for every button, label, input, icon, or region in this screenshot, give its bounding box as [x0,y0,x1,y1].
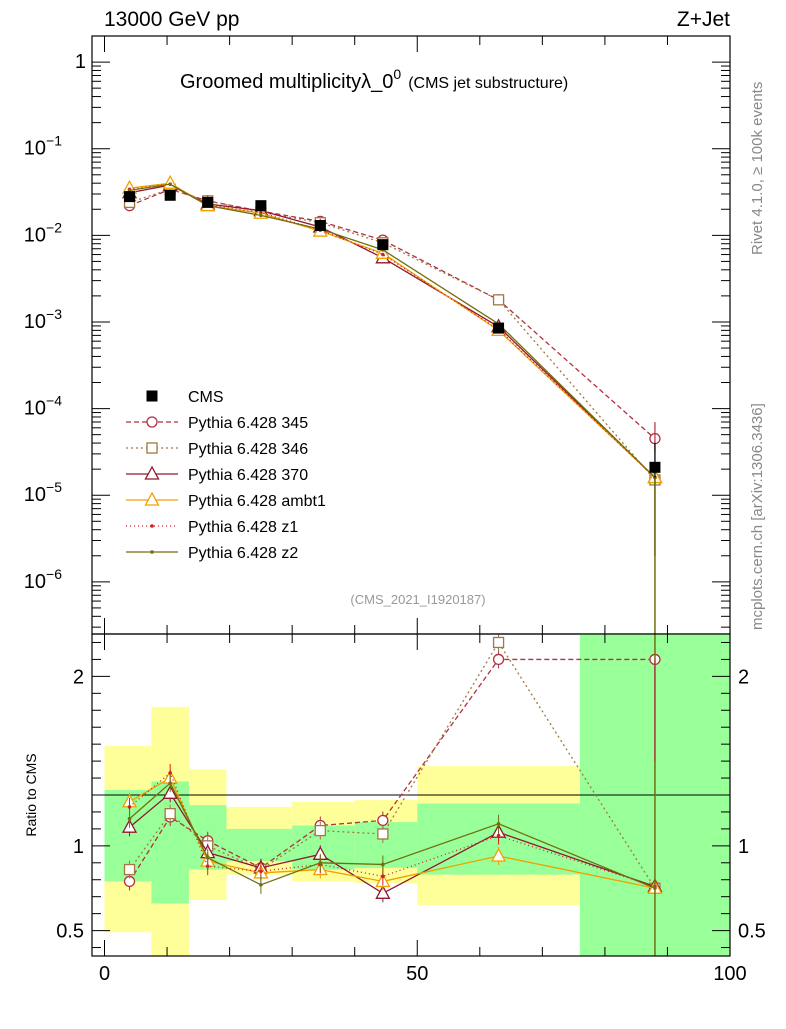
main-series-line [129,188,656,481]
chart-title-superscript: 0 [393,66,401,82]
ratio-y-tick-label-right: 1 [738,836,749,858]
legend-marker-5 [150,550,154,554]
main-y-tick-label: 10−1 [24,133,62,160]
chart-title-suffix: (CMS jet substructure) [408,75,568,92]
main-y-tick-label: 10−3 [24,306,62,333]
chart-title: Groomed multiplicityλ_00(CMS jet substru… [180,66,568,93]
data-point [255,200,267,212]
ratio-series-point [375,884,391,899]
legend-label-4: Pythia 6.428 z1 [188,519,298,536]
ratio-series-line [129,771,656,888]
ratio-panel: 0.5 0.5 1 1 2 2 0 50 100 Ratio to CMS [23,633,766,985]
legend-label-0: Pythia 6.428 345 [188,415,308,432]
main-panel: 1 10−1 10−2 10−3 10−4 10−5 10−6 Groomed multip… [24,35,731,635]
ratio-y-tick-label: 0.5 [56,921,84,943]
main-y-tick-label: 10−4 [24,393,62,420]
ratio-y-axis-label: Ratio to CMS [23,753,39,836]
legend-label-2: Pythia 6.428 370 [188,467,308,484]
ratio-series-point [205,855,210,860]
legend-label-1: Pythia 6.428 346 [188,441,308,458]
ratio-series-point [259,883,263,887]
x-tick-label: 50 [406,963,428,985]
main-series-point [492,294,505,306]
main-y-tick-label: 10−6 [24,566,62,593]
ratio-series-point [123,863,136,876]
main-series-line [129,183,656,478]
ratio-series-point [168,771,172,775]
x-tick-label: 100 [713,963,746,985]
ratio-series-point [492,636,505,649]
main-series-point [259,210,263,215]
legend-marker-cms [146,390,158,402]
ratio-series-point [496,833,501,838]
process-label: Z+Jet [677,8,730,31]
legend-label-3: Pythia 6.428 ambt1 [188,493,326,510]
ratio-y-tick-label-right: 0.5 [738,921,766,943]
ratio-series-point [496,822,501,826]
data-point [314,219,326,231]
main-series-point [259,213,263,218]
ratio-series-line [128,658,655,882]
ratio-y-tick-label: 2 [73,666,84,688]
ratio-series-line [129,777,656,889]
ratio-series-point [377,814,389,827]
main-series-line [129,188,656,440]
data-point [377,239,389,251]
ratio-series-point [381,874,385,879]
ratio-series-point [164,807,176,820]
ratio-series-point [162,784,178,799]
main-y-tick-label: 1 [75,51,86,73]
ratio-y-tick-label-right: 2 [738,666,749,688]
data-point [493,322,505,334]
ratio-series-point [127,805,132,809]
legend-marker-0 [146,416,158,428]
legend-label-cms: CMS [188,389,224,406]
data-point [202,196,214,208]
legend-marker-1 [146,442,158,454]
data-point [164,189,176,201]
rivet-version-label: Rivet 4.1.0, ≥ 100k events [749,82,766,255]
ratio-y-tick-label: 1 [73,836,84,858]
main-y-tick-label: 10−5 [24,479,62,506]
ratio-series-point [381,862,385,867]
legend-marker-2 [144,465,160,480]
main-series-point [168,182,172,186]
ratio-series-point [259,869,263,874]
ratio-stat-uncertainty-band [226,828,293,862]
ratio-series-point [127,816,132,821]
ratio-series-point [377,828,389,840]
ratio-series-line [129,641,656,889]
mcplots-label: mcplots.cern.ch [arXiv:1306.3436] [749,403,766,630]
legend-marker-4 [150,524,154,528]
legend: CMS Pythia 6.428 345 Pythia 6.428 346 Pythi… [126,389,326,562]
analysis-tag: (CMS_2021_I1920187) [350,592,485,607]
ratio-series-point [168,781,172,785]
data-point [124,191,136,203]
ratio-series-point [490,847,507,862]
data-point [649,461,661,473]
ratio-series-point [318,860,323,865]
ratio-series-line [129,782,656,889]
ratio-series-point [492,653,505,666]
x-tick-label: 0 [99,963,110,985]
main-y-tick-label: 10−2 [24,219,62,246]
energy-label: 13000 GeV pp [104,8,239,31]
legend-label-5: Pythia 6.428 z2 [188,545,298,562]
main-series-point [381,252,385,257]
legend-marker-3 [144,491,160,506]
ratio-series-point [314,824,326,837]
ratio-series-5 [127,774,657,894]
